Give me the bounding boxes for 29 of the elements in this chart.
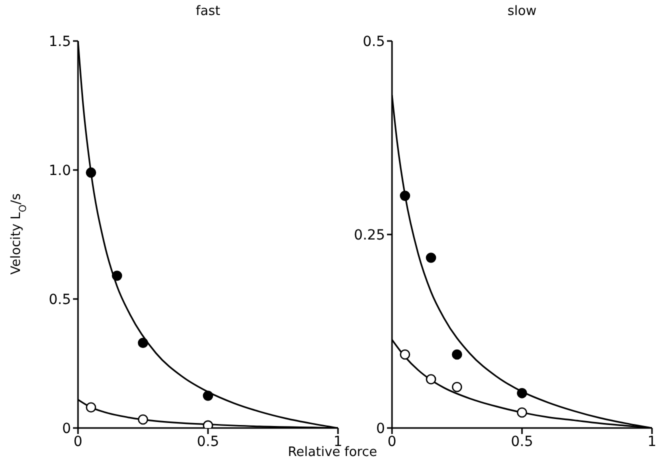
chart-title: fast — [194, 4, 222, 19]
point — [202, 420, 214, 428]
y-tick-label: 0.5 — [48, 292, 71, 308]
point — [400, 190, 410, 201]
y-tick-label: 1.5 — [48, 34, 71, 50]
x-tick-label: 0.5 — [510, 434, 534, 450]
x-tick-label: 1 — [648, 434, 656, 450]
point — [400, 349, 410, 360]
point — [516, 407, 528, 418]
chart-title: slow — [506, 4, 538, 19]
point — [452, 382, 462, 392]
point — [138, 338, 148, 348]
y-tick-label: 0 — [62, 420, 71, 437]
point — [86, 167, 96, 178]
x-tick-label: 0 — [388, 434, 396, 450]
point — [86, 402, 96, 413]
point — [426, 252, 436, 263]
point — [452, 349, 462, 360]
point — [516, 388, 528, 398]
point — [138, 414, 148, 425]
point — [112, 270, 122, 281]
point — [202, 390, 214, 401]
y-tick-label: 1.0 — [48, 162, 71, 179]
x-tick-label: 0.5 — [196, 434, 220, 450]
x-tick-label: 0 — [74, 434, 82, 450]
y-tick-label: 0.25 — [354, 227, 385, 244]
y-tick-label: 0 — [376, 420, 385, 437]
point — [426, 374, 436, 384]
y-tick-label: 0.5 — [362, 34, 385, 50]
